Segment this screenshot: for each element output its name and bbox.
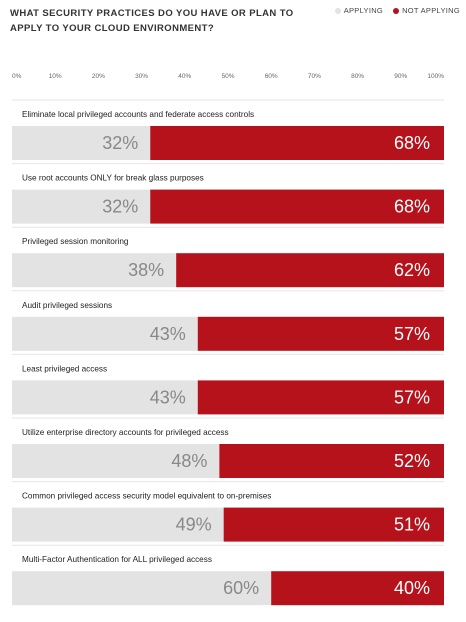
bar-not-applying: [150, 126, 445, 160]
data-label-not-applying: 40%: [394, 578, 430, 598]
category-label: Least privileged access: [22, 364, 107, 373]
x-tick-label: 40%: [178, 73, 191, 80]
category-label: Utilize enterprise directory accounts fo…: [22, 428, 229, 437]
data-label-not-applying: 52%: [394, 451, 430, 471]
x-tick-label: 100%: [427, 73, 444, 80]
category-label: Common privileged access security model …: [22, 492, 271, 501]
bar-not-applying: [197, 316, 444, 351]
bar-not-applying: [271, 571, 444, 606]
category-label: Eliminate local privileged accounts and …: [22, 110, 254, 119]
x-tick-label: 0%: [12, 73, 22, 80]
bar-applying: [12, 507, 224, 542]
chart-title: WHAT SECURITY PRACTICES DO YOU HAVE OR P…: [10, 8, 294, 34]
legend-label-applying: APPLYING: [343, 6, 384, 15]
x-tick-label: 90%: [394, 73, 407, 80]
data-label-not-applying: 62%: [394, 260, 430, 280]
legend-swatch-not-applying: [393, 7, 400, 14]
legend-label-not-applying: NOT APPLYING: [402, 6, 460, 15]
data-label-not-applying: 68%: [394, 133, 430, 153]
data-label-applying: 38%: [128, 260, 164, 280]
bar-applying: [12, 253, 177, 288]
bar-applying: [12, 189, 151, 224]
data-label-applying: 49%: [176, 515, 212, 535]
chart-legend: APPLYING NOT APPLYING: [334, 6, 460, 15]
bar-not-applying: [223, 507, 444, 542]
data-label-not-applying: 51%: [394, 515, 430, 535]
bar-applying: [12, 571, 272, 606]
category-label: Audit privileged sessions: [22, 301, 112, 310]
data-label-not-applying: 68%: [394, 197, 430, 217]
bar-not-applying: [197, 380, 444, 415]
data-label-not-applying: 57%: [394, 324, 430, 344]
bar-applying: [12, 316, 198, 351]
category-label: Privileged session monitoring: [22, 237, 129, 246]
legend-swatch-applying: [334, 7, 341, 14]
category-label: Multi-Factor Authentication for ALL priv…: [22, 555, 212, 564]
data-label-applying: 43%: [150, 324, 186, 344]
bar-not-applying: [150, 189, 445, 224]
legend-item-applying: APPLYING: [334, 6, 384, 15]
data-label-applying: 60%: [223, 578, 259, 598]
x-tick-label: 10%: [49, 73, 62, 80]
data-label-applying: 32%: [102, 133, 138, 153]
data-label-not-applying: 57%: [394, 387, 430, 407]
legend-item-not-applying: NOT APPLYING: [393, 6, 460, 15]
bar-applying: [12, 126, 151, 160]
bar-applying: [12, 380, 198, 415]
x-tick-label: 50%: [221, 73, 234, 80]
data-label-applying: 32%: [102, 197, 138, 217]
x-tick-label: 60%: [265, 73, 278, 80]
x-tick-label: 70%: [308, 73, 321, 80]
x-tick-label: 20%: [92, 73, 105, 80]
x-tick-label: 30%: [135, 73, 148, 80]
bar-not-applying: [219, 444, 444, 478]
category-label: Use root accounts ONLY for break glass p…: [22, 174, 204, 183]
x-tick-label: 80%: [351, 73, 364, 80]
bar-applying: [12, 444, 220, 478]
bar-not-applying: [176, 253, 444, 288]
data-label-applying: 43%: [150, 387, 186, 407]
data-label-applying: 48%: [171, 451, 207, 471]
